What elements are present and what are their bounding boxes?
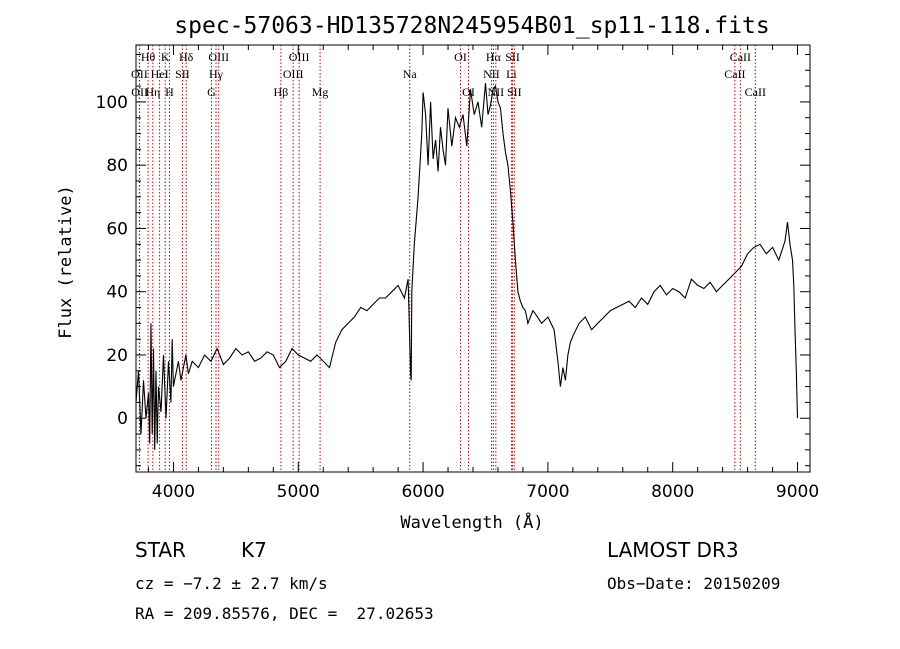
spectral-line-label: Hβ xyxy=(274,85,289,99)
observation-date: Obs−Date: 20150209 xyxy=(607,574,781,593)
flux-series-line xyxy=(135,82,799,450)
spectral-line-label: SII xyxy=(175,67,190,81)
object-class: STAR xyxy=(135,538,186,562)
spectral-line-label: Hθ xyxy=(141,50,156,64)
x-tick-label: 6000 xyxy=(401,482,444,502)
x-tick-label: 4000 xyxy=(152,482,195,502)
y-tick-label: 0 xyxy=(117,409,128,429)
spectral-line-label: NII xyxy=(483,67,500,81)
y-axis-label: Flux (relative) xyxy=(56,185,76,339)
spectral-line-label: SII xyxy=(505,50,520,64)
spectral-line-label: H xyxy=(165,85,174,99)
spectral-line-label: Li xyxy=(506,67,517,81)
x-tick-label: 9000 xyxy=(776,482,819,502)
redshift-readout: cz = −7.2 ± 2.7 km/s xyxy=(135,574,328,593)
spectral-line-label: OIII xyxy=(289,50,310,64)
object-subclass: K7 xyxy=(241,538,267,562)
x-tick-label: 7000 xyxy=(526,482,569,502)
spectral-lines-layer xyxy=(138,45,756,472)
spectral-line-label: OII xyxy=(131,67,148,81)
spectral-line-label: Hδ xyxy=(179,50,194,64)
spectral-line-label: CaII xyxy=(730,50,751,64)
spectral-line-label: OIII xyxy=(208,50,229,64)
spectral-line-label: HeI xyxy=(151,67,169,81)
spectral-line-label: OIII xyxy=(283,67,304,81)
y-tick-label: 20 xyxy=(106,346,128,366)
spectral-line-label: OI xyxy=(462,85,475,99)
y-tick-label: 80 xyxy=(106,156,128,176)
y-tick-label: 40 xyxy=(106,283,128,303)
spectral-line-label: Hγ xyxy=(209,67,224,81)
spectral-line-label: Hα xyxy=(486,50,502,64)
y-tick-label: 60 xyxy=(106,219,128,239)
spectral-line-label: G xyxy=(207,85,216,99)
spectral-line-label: CaII xyxy=(724,67,745,81)
x-tick-label: 8000 xyxy=(651,482,694,502)
coordinates-readout: RA = 209.85576, DEC = 27.02653 xyxy=(135,604,434,623)
spectral-line-label: Na xyxy=(403,67,418,81)
chart-title: spec-57063-HD135728N245954B01_sp11-118.f… xyxy=(174,13,769,39)
spectral-line-label: K xyxy=(161,50,170,64)
x-tick-label: 5000 xyxy=(277,482,320,502)
spectral-line-label: Hη xyxy=(145,85,160,99)
ticks-layer: 4000 5000 6000 7000 8000 9000 0 20 40 60 80 100 xyxy=(96,45,819,502)
spectral-line-label: SII xyxy=(507,85,522,99)
x-axis-label: Wavelength (Å) xyxy=(400,511,543,533)
spectral-line-label: OII xyxy=(131,85,148,99)
spectral-line-label: OI xyxy=(454,50,467,64)
spectral-line-label: CaII xyxy=(745,85,766,99)
spectral-line-label: Mg xyxy=(312,85,329,99)
series-layer xyxy=(135,82,799,450)
survey-name: LAMOST DR3 xyxy=(607,538,739,562)
y-tick-label: 100 xyxy=(96,93,128,113)
